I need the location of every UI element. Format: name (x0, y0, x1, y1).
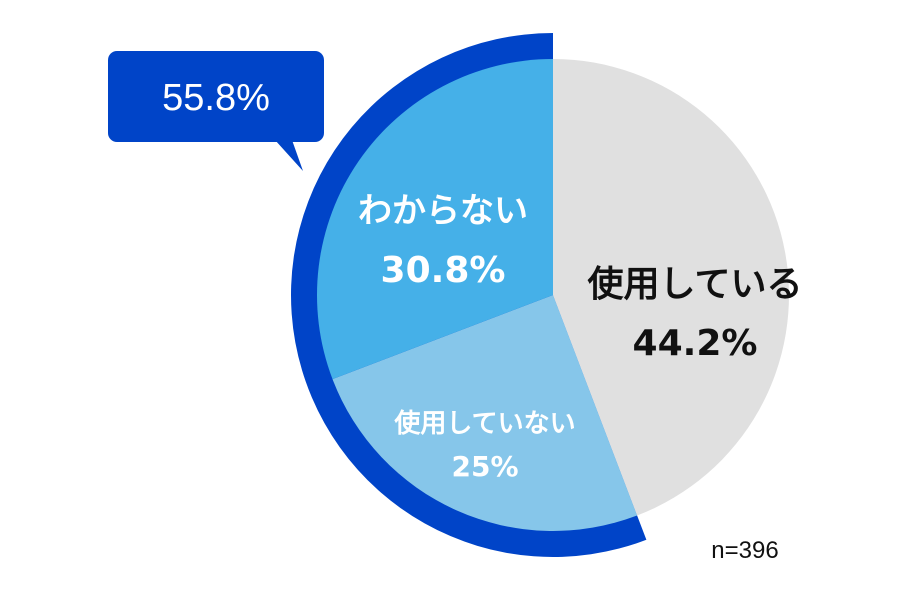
slice-value: 44.2% (633, 323, 758, 364)
slice-label: わからない (358, 191, 528, 231)
highlight-callout: 55.8% (108, 51, 324, 171)
pie-slice (317, 59, 553, 380)
pie-slice (553, 59, 790, 516)
callout-box (108, 51, 324, 142)
slice-value: 30.8% (381, 250, 506, 291)
slice-label: 使用していない (393, 409, 575, 439)
callout-value: 55.8% (162, 77, 270, 119)
sample-size: n=396 (711, 537, 778, 564)
pie-slice (332, 295, 638, 532)
slice-value: 25% (451, 450, 518, 483)
slice-label: 使用している (588, 264, 803, 305)
callout-tail (275, 140, 303, 171)
